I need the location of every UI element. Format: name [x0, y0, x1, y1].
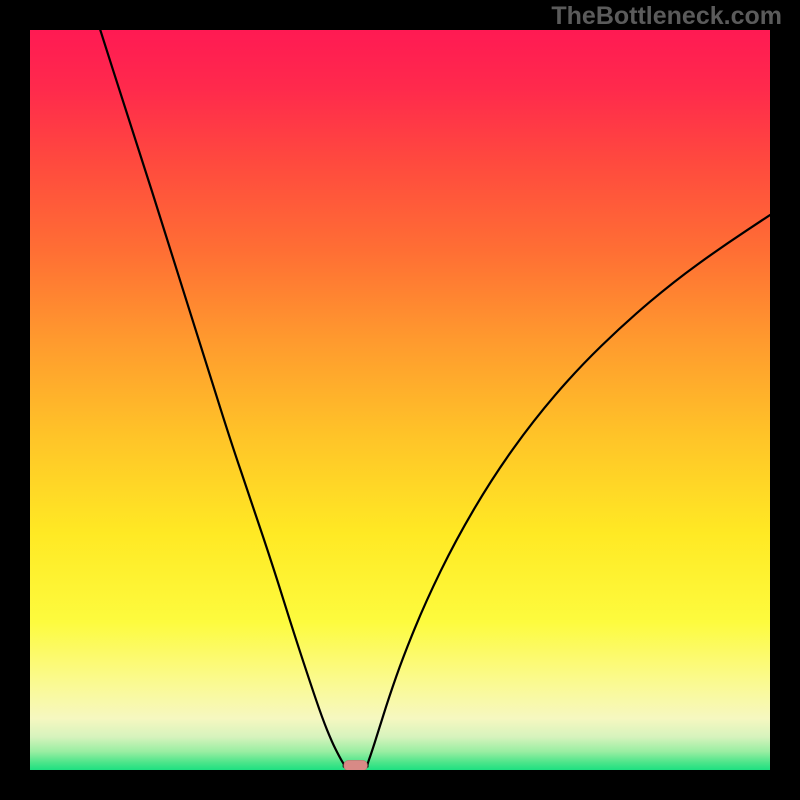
- plot-svg: [30, 30, 770, 770]
- vertex-marker: [344, 760, 368, 770]
- watermark-text: TheBottleneck.com: [551, 2, 782, 31]
- plot-area: [30, 30, 770, 770]
- gradient-background: [30, 30, 770, 770]
- chart-root: TheBottleneck.com: [0, 0, 800, 800]
